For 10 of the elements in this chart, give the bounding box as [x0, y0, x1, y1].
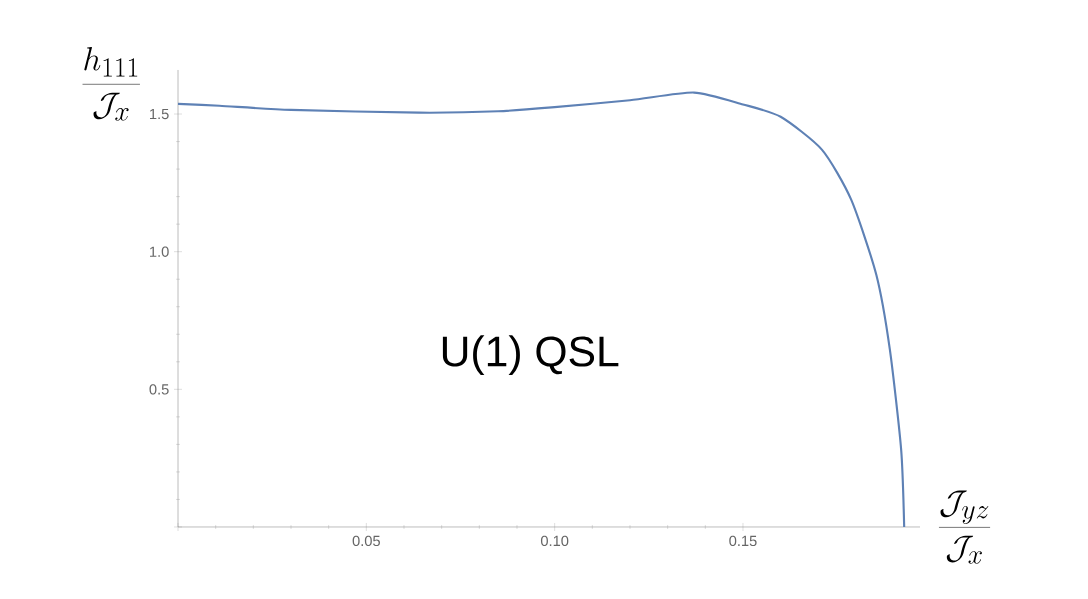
x-tick-label: 0.05 [352, 535, 380, 547]
y-axis-title: $\frac{h_{111}}{\mathcal{J}_x}$ [82, 47, 140, 121]
y-tick-label: 0.5 [149, 384, 169, 395]
line-series [176, 91, 906, 529]
x-tick-label: 0.15 [729, 535, 757, 547]
x-axis-title: $\frac{\mathcal{J}_{yz}}{\mathcal{J}_x}$ [938, 490, 991, 564]
y-tick-label: 1.5 [150, 108, 169, 120]
annotation: U(1) QSL [442, 335, 619, 376]
x-tick-label: 0.10 [540, 535, 569, 547]
y-tick-label: 1.0 [150, 246, 169, 257]
